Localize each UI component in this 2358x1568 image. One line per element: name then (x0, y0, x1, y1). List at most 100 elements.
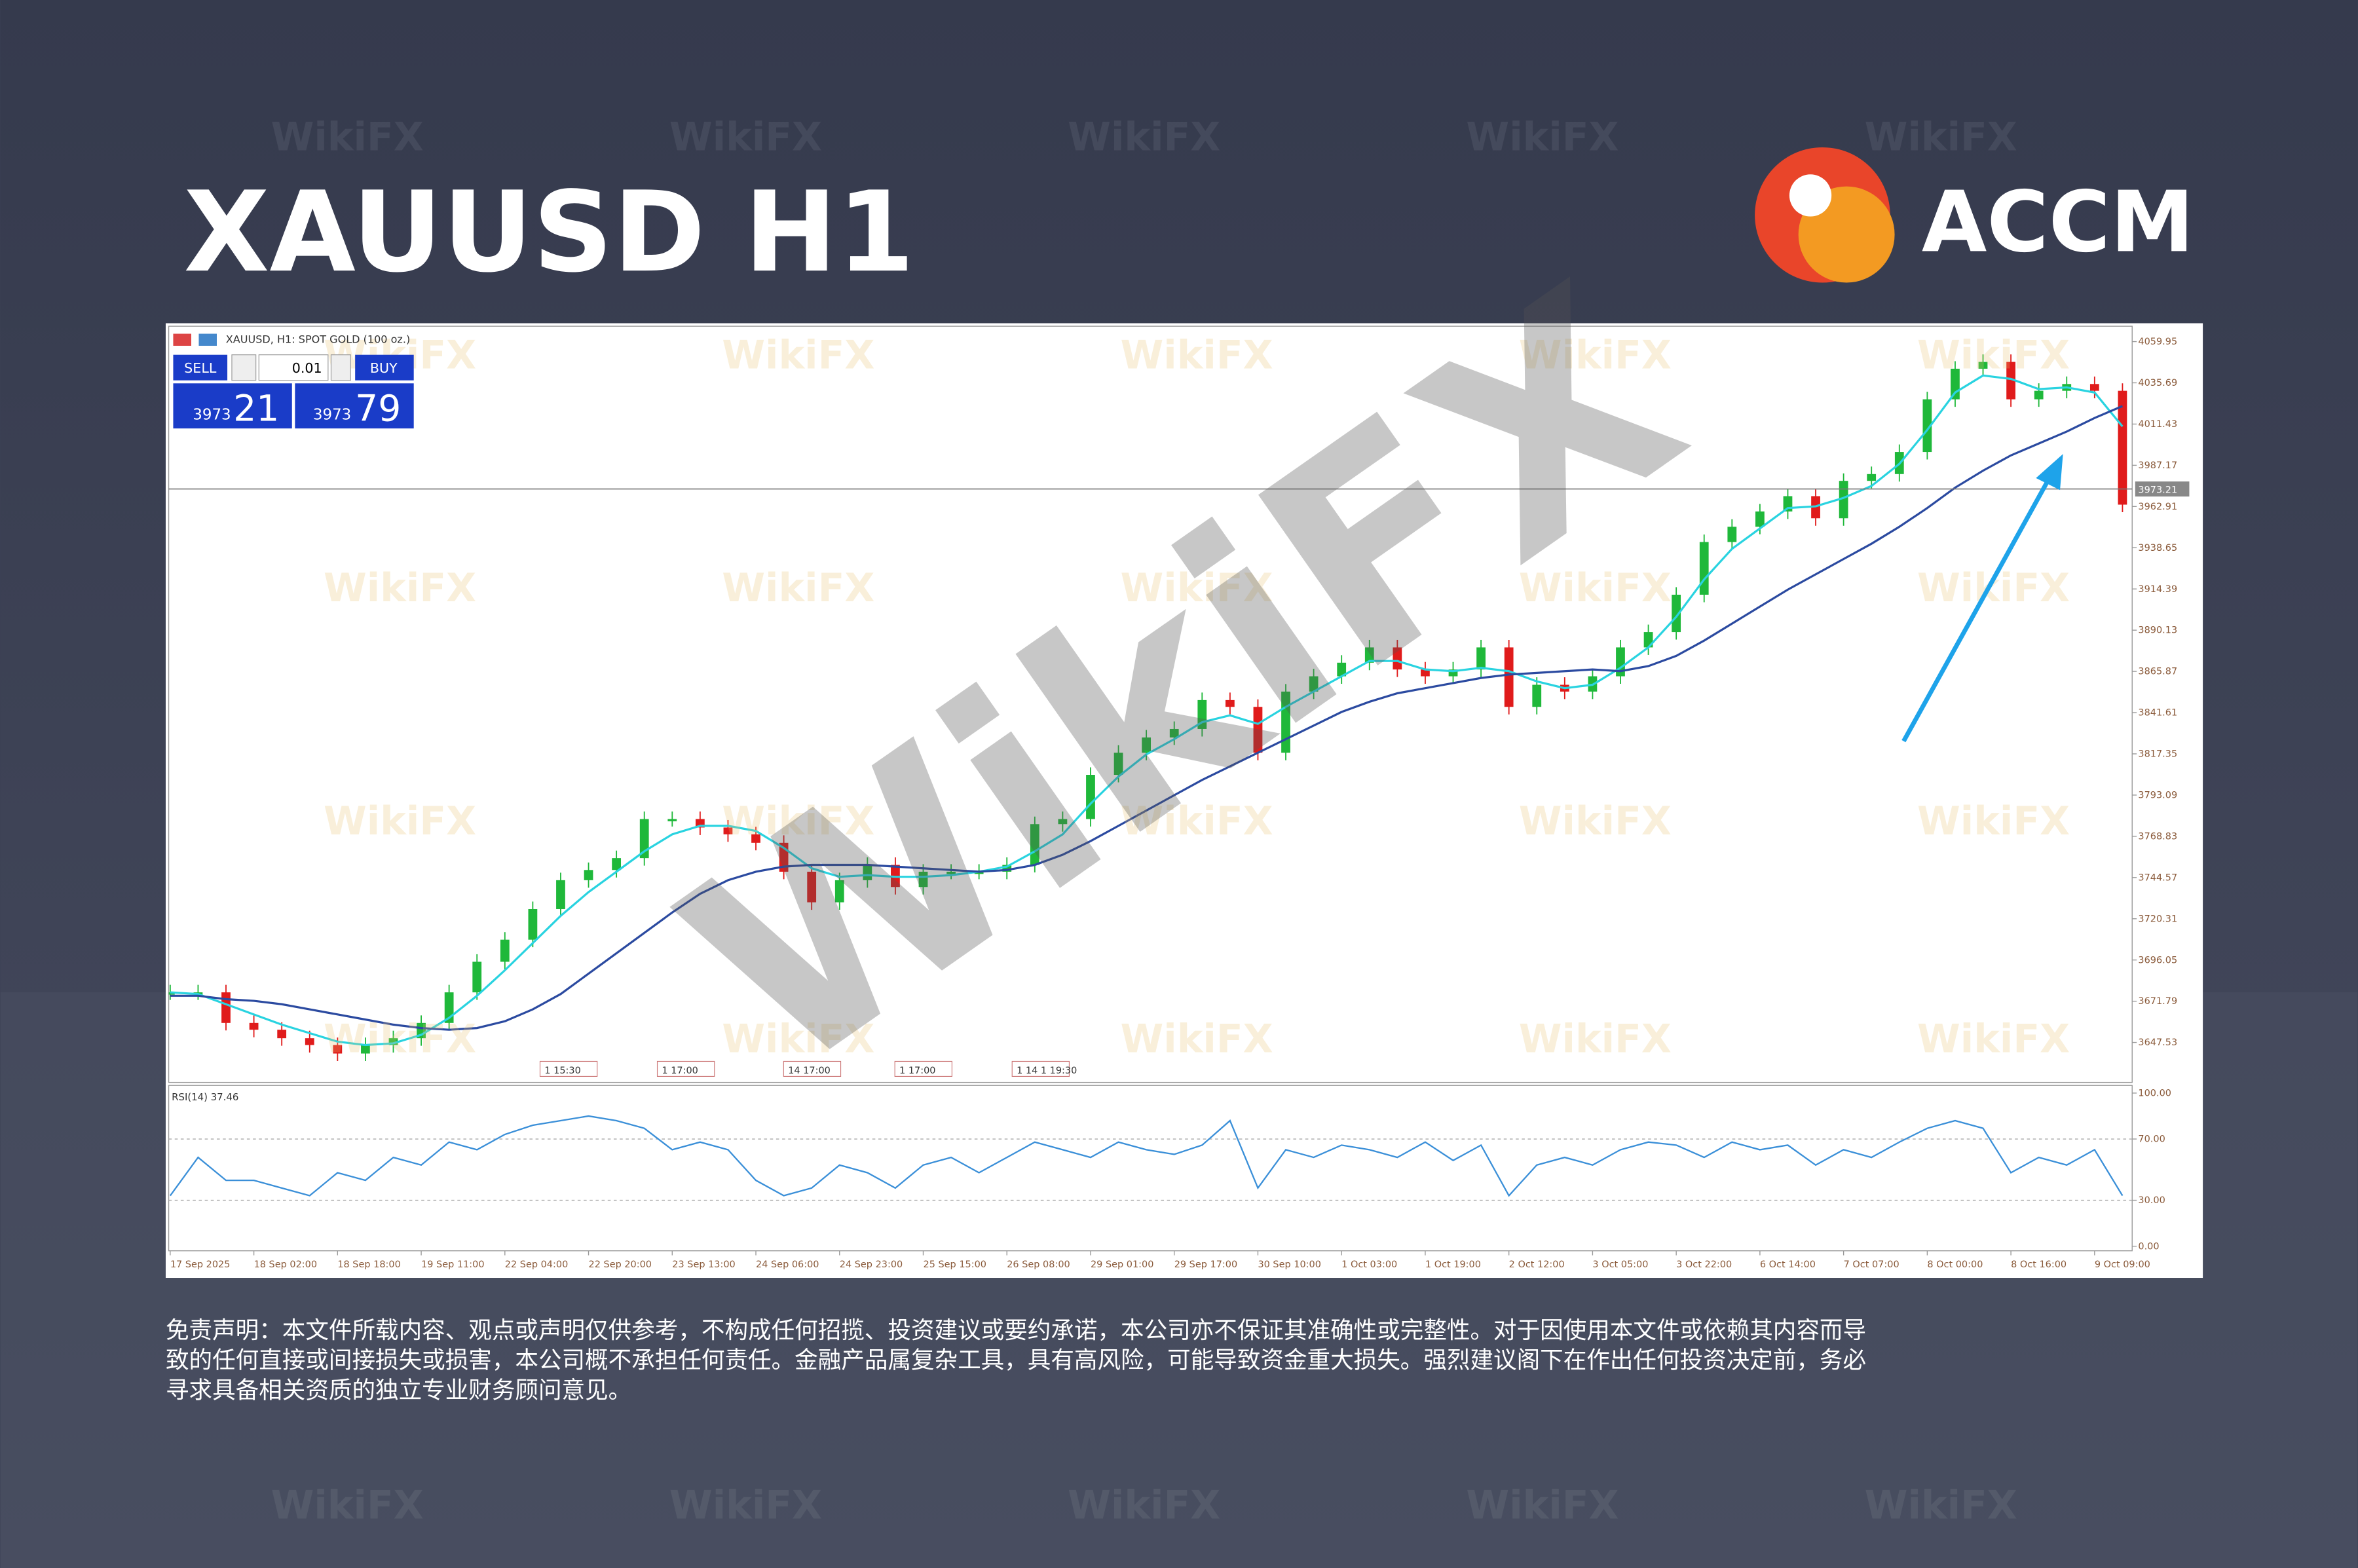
candle (2089, 384, 2099, 391)
candle (1978, 362, 1988, 369)
candle (528, 908, 538, 940)
sell-button[interactable] (173, 354, 228, 381)
session-marker: 1 17:00 (899, 1066, 935, 1076)
trade-panel: SELL 0.01 BUY 3973 21 3973 79 (173, 354, 414, 430)
arrow-head (2036, 454, 2063, 491)
x-tick-label: 18 Sep 02:00 (254, 1260, 317, 1270)
y-tick-label: 3987.17 (2138, 460, 2177, 471)
rsi-pane (168, 1085, 2133, 1252)
y-tick-label: 3720.31 (2138, 914, 2177, 924)
session-marker: 1 17:00 (662, 1066, 698, 1076)
x-tick-label: 30 Sep 10:00 (1258, 1260, 1320, 1270)
watermark: WikiFX (1917, 333, 2070, 378)
candle (333, 1045, 343, 1054)
watermark: WikiFX (1917, 799, 2070, 844)
watermark: WikiFX (1120, 799, 1273, 844)
candle (1476, 647, 1486, 670)
watermark: WikiFX (1917, 1017, 2070, 1062)
candle (667, 819, 677, 821)
watermark: WikiFX (1865, 115, 2017, 160)
candle (249, 1022, 259, 1030)
candle (639, 819, 649, 859)
x-tick-label: 2 Oct 12:00 (1509, 1260, 1565, 1270)
watermark: WikiFX (1519, 566, 1672, 611)
candle (1727, 527, 1737, 542)
watermark: WikiFX (1466, 1483, 1619, 1528)
session-marker-box (783, 1060, 842, 1077)
x-tick-label: 8 Oct 16:00 (2011, 1260, 2067, 1270)
brand: ACCM (1922, 174, 2194, 271)
candle (1755, 511, 1765, 527)
candle (1225, 700, 1235, 707)
watermark: WikiFX (722, 799, 874, 844)
candle (1672, 595, 1681, 633)
ask-small: 3973 (313, 406, 351, 423)
x-tick-label: 3 Oct 05:00 (1592, 1260, 1648, 1270)
y-tick-label: 70.00 (2138, 1134, 2165, 1145)
moving-average (170, 374, 2124, 1047)
icon (198, 333, 217, 346)
watermark: WikiFX (271, 115, 424, 160)
y-tick-label: 100.00 (2138, 1088, 2171, 1098)
buy-button[interactable] (355, 354, 414, 381)
y-tick-label: 3865.87 (2138, 667, 2177, 677)
lot-input[interactable] (258, 354, 329, 381)
x-tick-label: 29 Sep 17:00 (1174, 1260, 1237, 1270)
watermark: WikiFX (1068, 115, 1220, 160)
title: XAUUSD H1 (184, 168, 915, 297)
y-tick-label: 3962.91 (2138, 502, 2177, 512)
session-marker-box (656, 1060, 715, 1077)
watermark: WikiFX (1120, 333, 1273, 378)
bid-small: 3973 (193, 406, 231, 423)
lot-spinner[interactable] (330, 354, 351, 381)
x-tick-label: 17 Sep 2025 (170, 1260, 231, 1270)
price-pane (168, 326, 2133, 1083)
candle (612, 858, 622, 870)
ask-big: 79 (355, 388, 401, 430)
candle (1922, 399, 1932, 453)
annotation-arrow (1901, 454, 2063, 743)
candle (946, 871, 956, 874)
price-series (168, 354, 2127, 1061)
y-tick-label: 3768.83 (2138, 831, 2177, 842)
watermark: WikiFX (669, 1483, 822, 1528)
lot-dropdown[interactable] (231, 354, 257, 381)
watermark: WikiFX (1917, 566, 2070, 611)
candle (863, 865, 872, 880)
candle (1839, 481, 1848, 519)
bid-box[interactable] (173, 383, 292, 429)
watermark: WikiFX (1466, 115, 1619, 160)
session-marker: 14 17:00 (788, 1066, 831, 1076)
y-tick-label: 0.00 (2138, 1241, 2159, 1252)
buy-label: BUY (370, 360, 398, 376)
plot: 3647.53 3671.79 3696.05 3720.31 3744.57 3768.… (168, 337, 2190, 1270)
brand-logo (1755, 147, 1895, 283)
x-tick-label: 8 Oct 00:00 (1927, 1260, 1983, 1270)
logo-dot (1789, 174, 1832, 217)
rsi-line (169, 1115, 2124, 1197)
session-marker-box (539, 1060, 598, 1077)
chart-panel (165, 323, 2203, 1279)
candle (807, 871, 817, 903)
watermark: WikiFX (1519, 799, 1672, 844)
arrow-shaft (1901, 474, 2053, 743)
watermark: WikiFX (271, 1483, 424, 1528)
rsi-series (169, 1115, 2124, 1197)
rsi-title: RSI(14) 37.46 (172, 1091, 238, 1103)
lot-value: 0.01 (292, 360, 322, 376)
watermark: WikiFX (722, 1017, 874, 1062)
bid-big: 21 (233, 388, 279, 430)
ask-box[interactable] (295, 383, 414, 429)
x-tick-label: 24 Sep 06:00 (756, 1260, 819, 1270)
watermark: WikiFX (1068, 1483, 1220, 1528)
current-price-label: 3973.21 (2138, 485, 2177, 495)
candle (834, 880, 844, 903)
candle (1699, 542, 1709, 595)
candle (277, 1030, 287, 1039)
watermark: WikiFX (324, 799, 476, 844)
y-tick-label: 3671.79 (2138, 996, 2177, 1007)
candle (2118, 390, 2127, 505)
y-tick-label: 3647.53 (2138, 1037, 2177, 1048)
x-tick-label: 24 Sep 23:00 (840, 1260, 903, 1270)
